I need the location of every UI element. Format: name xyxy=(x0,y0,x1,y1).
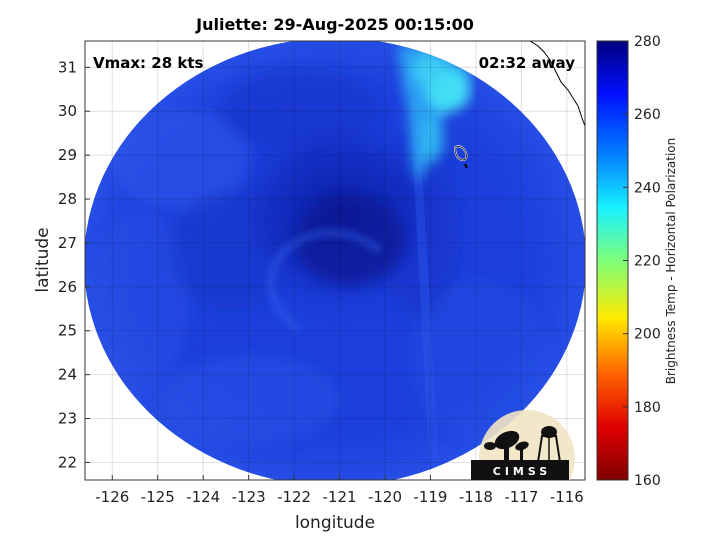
cyan-band xyxy=(398,45,470,185)
grid-lines xyxy=(85,41,585,480)
y-tick-label: 22 xyxy=(58,453,77,471)
satellite-dish-icon xyxy=(484,430,529,460)
spiral-band xyxy=(265,227,383,334)
y-tick-label: 30 xyxy=(58,102,77,120)
x-tick-label: -116 xyxy=(550,488,584,506)
y-tick-label: 27 xyxy=(58,234,77,252)
colorbar xyxy=(596,40,629,481)
colorbar-tick-label: 280 xyxy=(634,34,661,50)
colorbar-tick-label: 260 xyxy=(634,107,661,123)
x-axis-label: longitude xyxy=(295,513,375,533)
colorbar-ticks: 160 180 200 220 240 260 280 xyxy=(623,34,661,489)
x-axis-ticks: -126 -125 -124 -123 -122 -121 -120 -119 -118 -117… xyxy=(95,475,584,506)
x-tick-label: -121 xyxy=(323,488,357,506)
y-tick-label: 29 xyxy=(58,146,77,164)
colorbar-tick-label: 160 xyxy=(634,473,661,489)
y-tick-label: 31 xyxy=(58,58,77,76)
plot-border xyxy=(84,40,586,481)
x-tick-label: -123 xyxy=(232,488,266,506)
x-tick-label: -117 xyxy=(504,488,538,506)
satellite-swath xyxy=(85,41,585,480)
vmax-annotation: Vmax: 28 kts xyxy=(93,54,203,72)
y-tick-label: 26 xyxy=(58,278,77,296)
y-tick-label: 28 xyxy=(58,190,77,208)
x-tick-label: -126 xyxy=(95,488,129,506)
colorbar-tick-label: 180 xyxy=(634,400,661,416)
cimss-logo-text: CIMSS xyxy=(493,465,551,478)
chart-title: Juliette: 29-Aug-2025 00:15:00 xyxy=(195,15,474,34)
y-tick-label: 23 xyxy=(58,410,77,428)
colorbar-tick-label: 220 xyxy=(634,254,661,270)
time-away-annotation: 02:32 away xyxy=(479,54,576,72)
x-tick-label: -125 xyxy=(141,488,175,506)
colorbar-tick-label: 240 xyxy=(634,180,661,196)
cimss-logo: CIMSS xyxy=(471,410,575,480)
x-tick-label: -120 xyxy=(368,488,402,506)
x-tick-label: -118 xyxy=(459,488,493,506)
colorbar-label: Brightness Temp - Horizontal Polarizatio… xyxy=(664,138,678,385)
x-tick-label: -124 xyxy=(186,488,220,506)
y-tick-label: 24 xyxy=(58,366,77,384)
coastline xyxy=(529,41,585,127)
x-tick-label: -122 xyxy=(277,488,311,506)
island-marker xyxy=(464,163,468,169)
colorbar-tick-label: 200 xyxy=(634,327,661,343)
x-tick-label: -119 xyxy=(413,488,447,506)
scan-seam xyxy=(410,100,440,480)
y-tick-label: 25 xyxy=(58,322,77,340)
y-axis-ticks: 22 23 24 25 26 27 28 29 30 31 xyxy=(58,58,90,471)
y-axis-label: latitude xyxy=(33,227,53,292)
